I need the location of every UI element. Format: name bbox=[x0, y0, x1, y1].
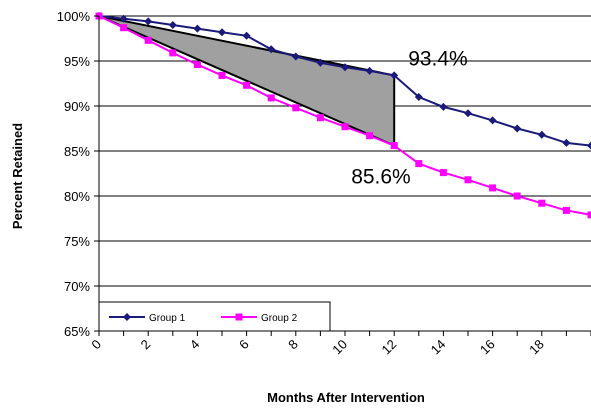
data-point-group-2 bbox=[292, 104, 300, 112]
y-tick-label: 90% bbox=[64, 99, 90, 114]
data-point-group-1 bbox=[513, 124, 522, 133]
data-point-group-2 bbox=[341, 123, 349, 131]
data-point-group-2 bbox=[587, 211, 591, 219]
legend-label-2: Group 2 bbox=[261, 313, 298, 324]
data-point-group-1 bbox=[414, 93, 423, 101]
x-axis-title: Months After Intervention bbox=[267, 390, 425, 405]
data-point-group-1 bbox=[587, 141, 591, 150]
data-point-group-1 bbox=[341, 63, 349, 72]
data-point-group-1 bbox=[562, 138, 571, 147]
data-point-group-1 bbox=[144, 17, 153, 26]
data-point-group-1 bbox=[119, 14, 128, 23]
data-point-group-1 bbox=[316, 58, 325, 67]
x-tick-label: 14 bbox=[428, 337, 449, 358]
data-point-group-2 bbox=[169, 49, 177, 57]
data-point-group-2 bbox=[218, 71, 226, 79]
data-point-group-1 bbox=[390, 71, 399, 80]
data-point-group-2 bbox=[120, 24, 128, 32]
annotation-group1-value: 93.4% bbox=[408, 47, 468, 70]
y-tick-label: 65% bbox=[64, 324, 90, 339]
data-point-group-1 bbox=[168, 21, 177, 29]
legend-label-1: Group 1 bbox=[149, 313, 186, 324]
x-tick-label: 2 bbox=[138, 337, 154, 353]
x-tick-label: 6 bbox=[236, 337, 252, 353]
data-point-group-2 bbox=[144, 36, 152, 44]
data-point-group-2 bbox=[538, 199, 546, 207]
x-tick-label: 18 bbox=[526, 337, 547, 358]
data-point-group-2 bbox=[267, 94, 275, 102]
y-tick-label: 100% bbox=[57, 9, 91, 24]
data-point-group-1 bbox=[464, 109, 472, 118]
x-tick-label: 10 bbox=[329, 337, 350, 358]
annotation-group2-value: 85.6% bbox=[351, 166, 411, 189]
data-point-group-1 bbox=[267, 45, 276, 54]
y-tick-label: 85% bbox=[64, 144, 90, 159]
shaded-triangle bbox=[98, 15, 396, 148]
data-point-group-2 bbox=[193, 61, 201, 69]
legend-box bbox=[98, 301, 331, 332]
x-tick-label: 0 bbox=[88, 337, 104, 353]
data-point-group-1 bbox=[439, 102, 448, 111]
data-point-group-2 bbox=[562, 206, 570, 214]
legend-marker-1 bbox=[123, 313, 131, 321]
legend: Group 1 Group 2 bbox=[98, 301, 331, 332]
legend-marker-2 bbox=[235, 313, 243, 321]
x-tick-label: 8 bbox=[285, 337, 301, 353]
gridlines bbox=[99, 15, 591, 332]
y-tick-label: 70% bbox=[64, 279, 90, 294]
y-tick-label: 95% bbox=[64, 54, 90, 69]
shaded-difference-region bbox=[98, 15, 396, 148]
data-point-group-1 bbox=[365, 66, 374, 75]
data-point-group-1 bbox=[193, 24, 202, 33]
data-point-group-2 bbox=[415, 160, 423, 168]
data-point-group-2 bbox=[316, 114, 324, 122]
data-point-group-1 bbox=[537, 130, 546, 139]
data-point-group-1 bbox=[488, 116, 497, 125]
data-point-group-1 bbox=[291, 52, 300, 61]
data-point-group-2 bbox=[366, 132, 374, 140]
data-point-group-1 bbox=[218, 28, 226, 37]
x-tick-label: 16 bbox=[477, 337, 498, 358]
annotations: 93.4% 85.6% bbox=[351, 47, 468, 188]
data-point-group-2 bbox=[464, 176, 472, 184]
y-axis-title: Percent Retained bbox=[10, 123, 25, 229]
data-point-group-2 bbox=[390, 142, 398, 150]
x-tick-label: 4 bbox=[187, 337, 203, 353]
y-tick-label: 80% bbox=[64, 189, 90, 204]
data-point-group-2 bbox=[513, 192, 521, 200]
data-point-group-2 bbox=[243, 81, 251, 89]
x-tick-label: 12 bbox=[378, 337, 399, 358]
data-point-group-2 bbox=[489, 184, 497, 192]
y-tick-label: 75% bbox=[64, 234, 90, 249]
data-point-group-2 bbox=[439, 169, 447, 177]
data-point-group-1 bbox=[242, 31, 251, 40]
